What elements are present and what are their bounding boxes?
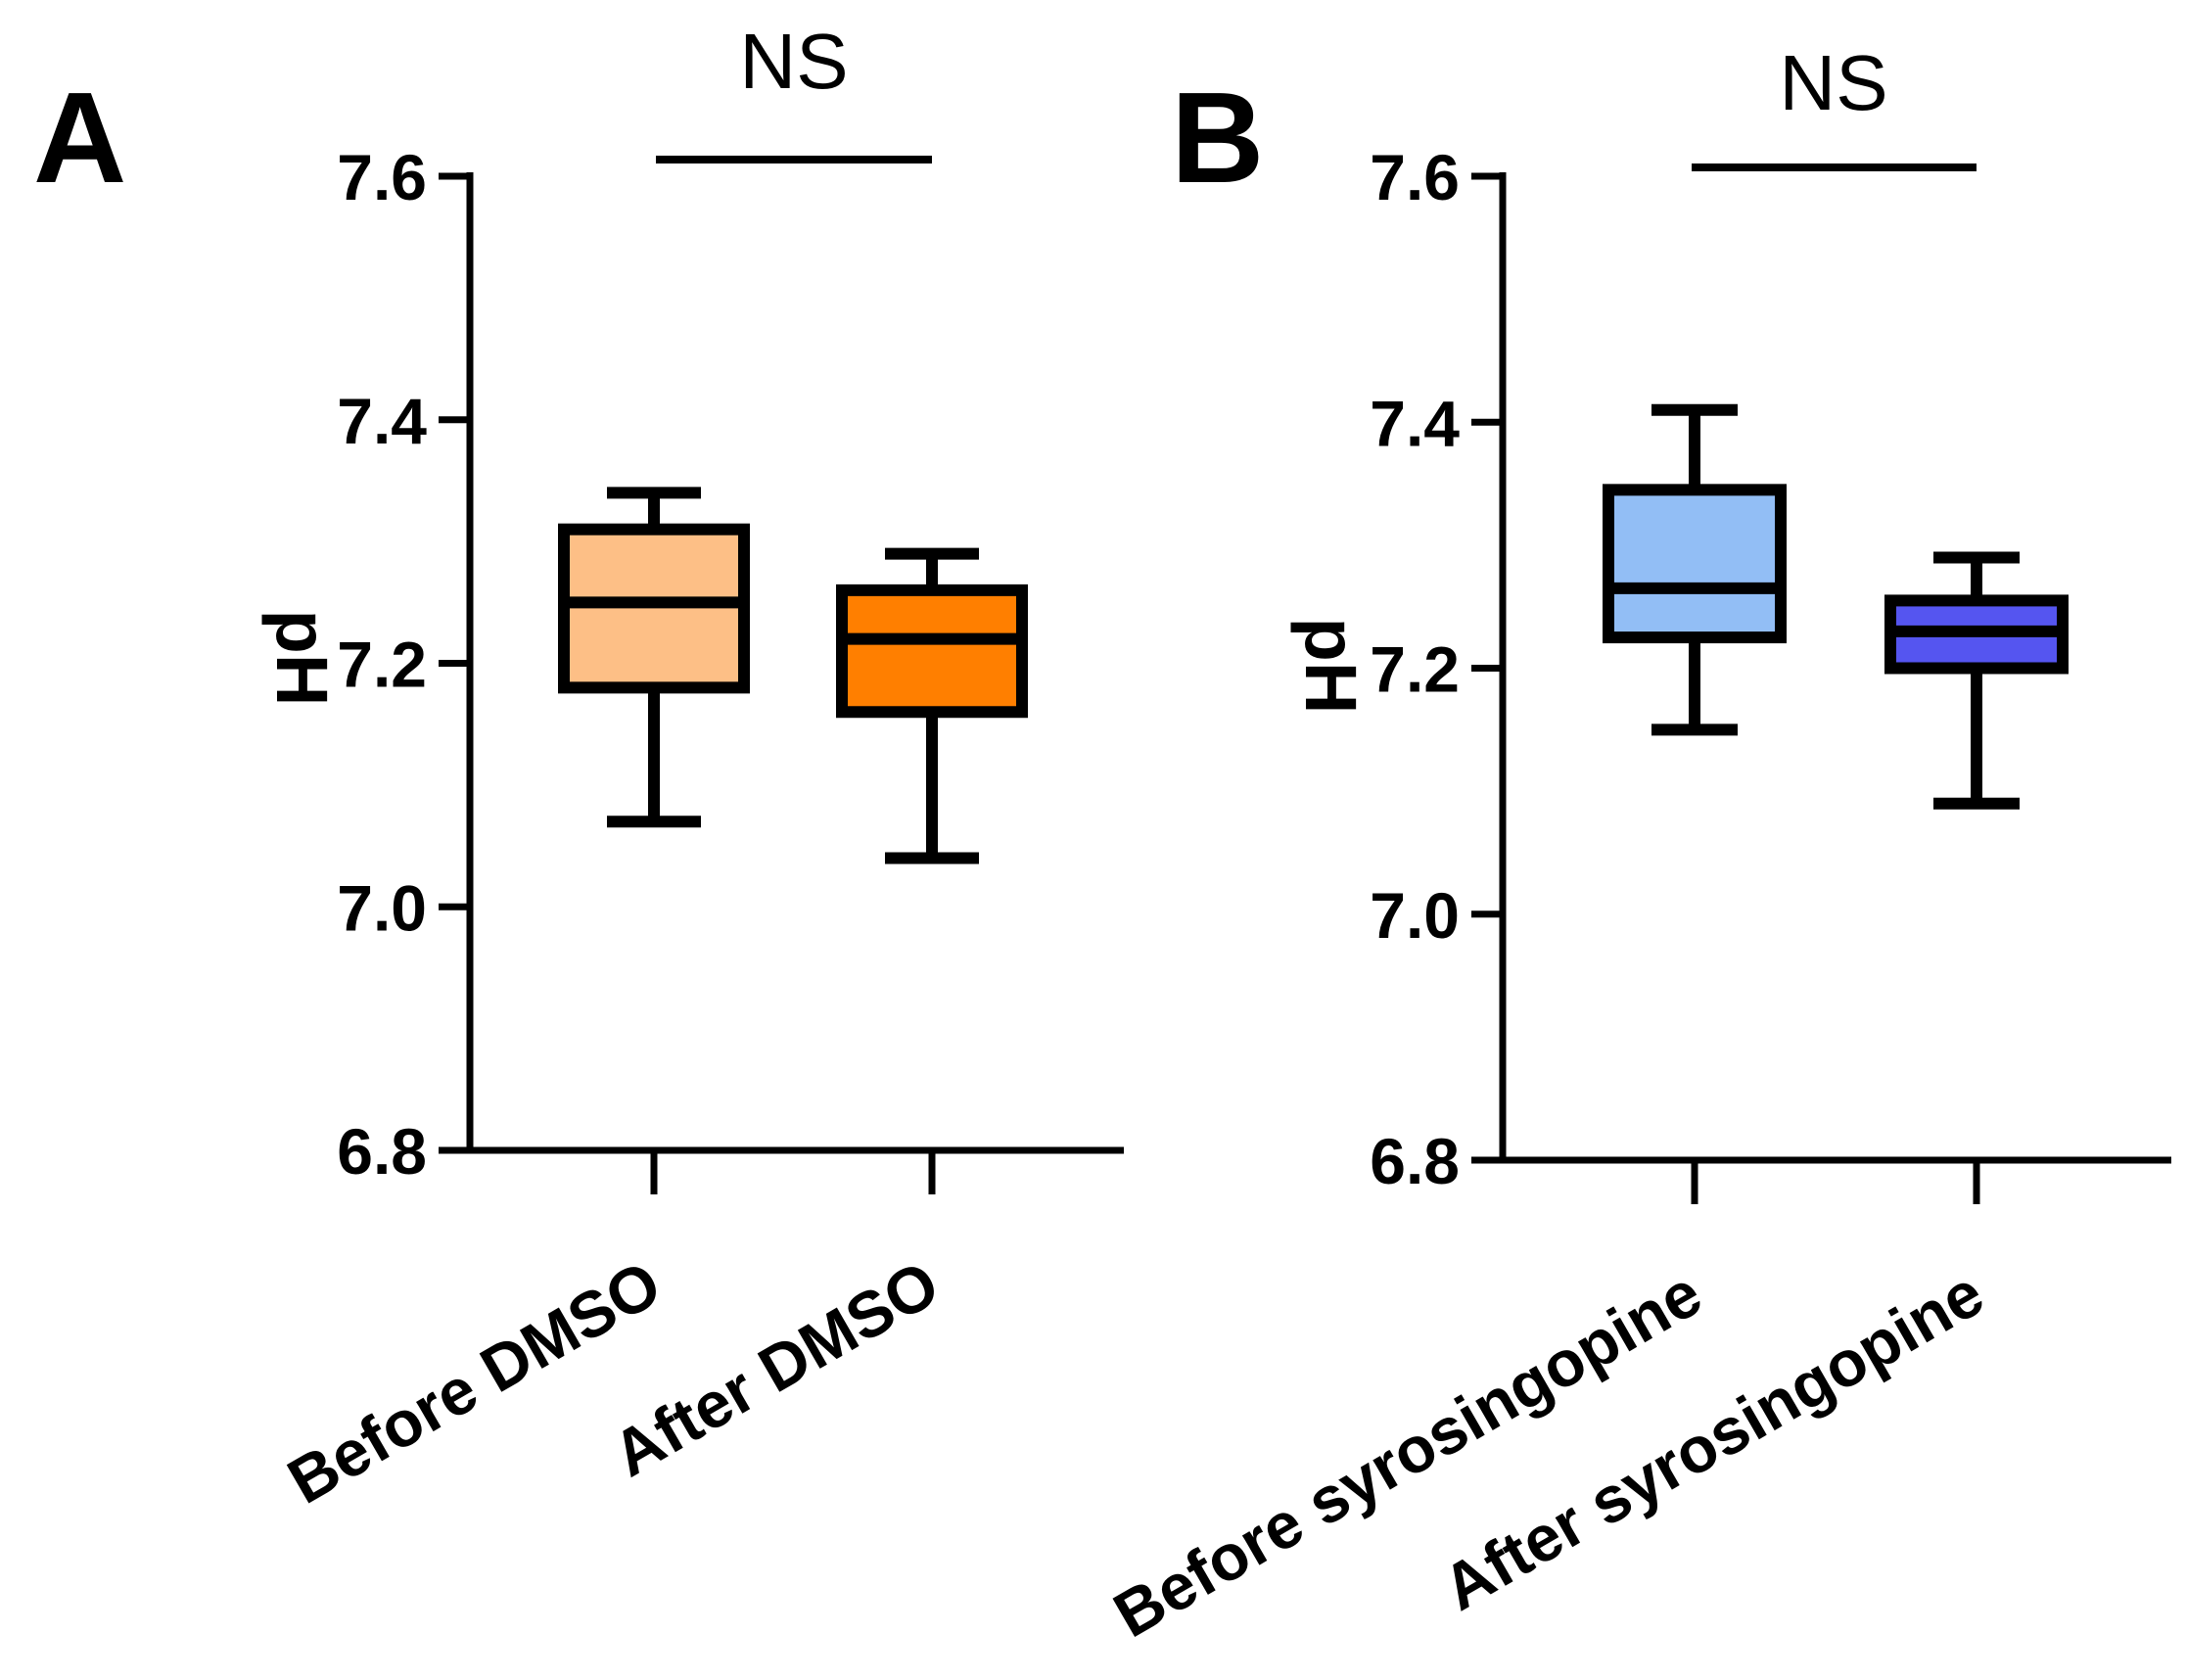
y-tick-label-a: 7.6 (337, 141, 427, 213)
iqr-box (1603, 484, 1787, 644)
y-tick-label-b: 7.0 (1370, 879, 1460, 952)
y-ticks-b: 6.8 7.0 7.2 7.4 7.6 (1370, 141, 1503, 1197)
y-tick-label-a: 7.2 (337, 629, 427, 701)
y-tick-label-a: 7.4 (337, 385, 427, 457)
y-tick-label-a: 6.8 (337, 1115, 427, 1188)
box-a-2: After DMSO (600, 547, 1028, 1490)
y-tick-label-b: 7.2 (1370, 633, 1460, 706)
y-tick-label-b: 6.8 (1370, 1125, 1460, 1197)
box-b-2: After syrosingopine (1430, 551, 2069, 1624)
iqr-box (558, 523, 750, 694)
x-category-label-a: Before DMSO (276, 1246, 673, 1517)
significance-label-a: NS (739, 18, 848, 105)
y-ticks-a: 6.8 7.0 7.2 7.4 7.6 (337, 141, 470, 1188)
y-tick-label-a: 7.0 (337, 871, 427, 944)
y-tick-label-b: 7.4 (1370, 387, 1460, 459)
panel-b: B NS 6.8 7.0 7.2 7.4 7.6 Before syrosingopin… (1101, 39, 2171, 1651)
y-axis-title-a: pH (261, 610, 343, 707)
x-category-label-b: After syrosingopine (1430, 1256, 1995, 1624)
y-axis-title-b: pH (1290, 618, 1372, 715)
iqr-box (836, 583, 1028, 719)
panel-letter-a: A (33, 66, 126, 210)
y-tick-label-b: 7.6 (1370, 141, 1460, 213)
panel-letter-b: B (1171, 66, 1264, 210)
significance-label-b: NS (1779, 39, 1887, 126)
